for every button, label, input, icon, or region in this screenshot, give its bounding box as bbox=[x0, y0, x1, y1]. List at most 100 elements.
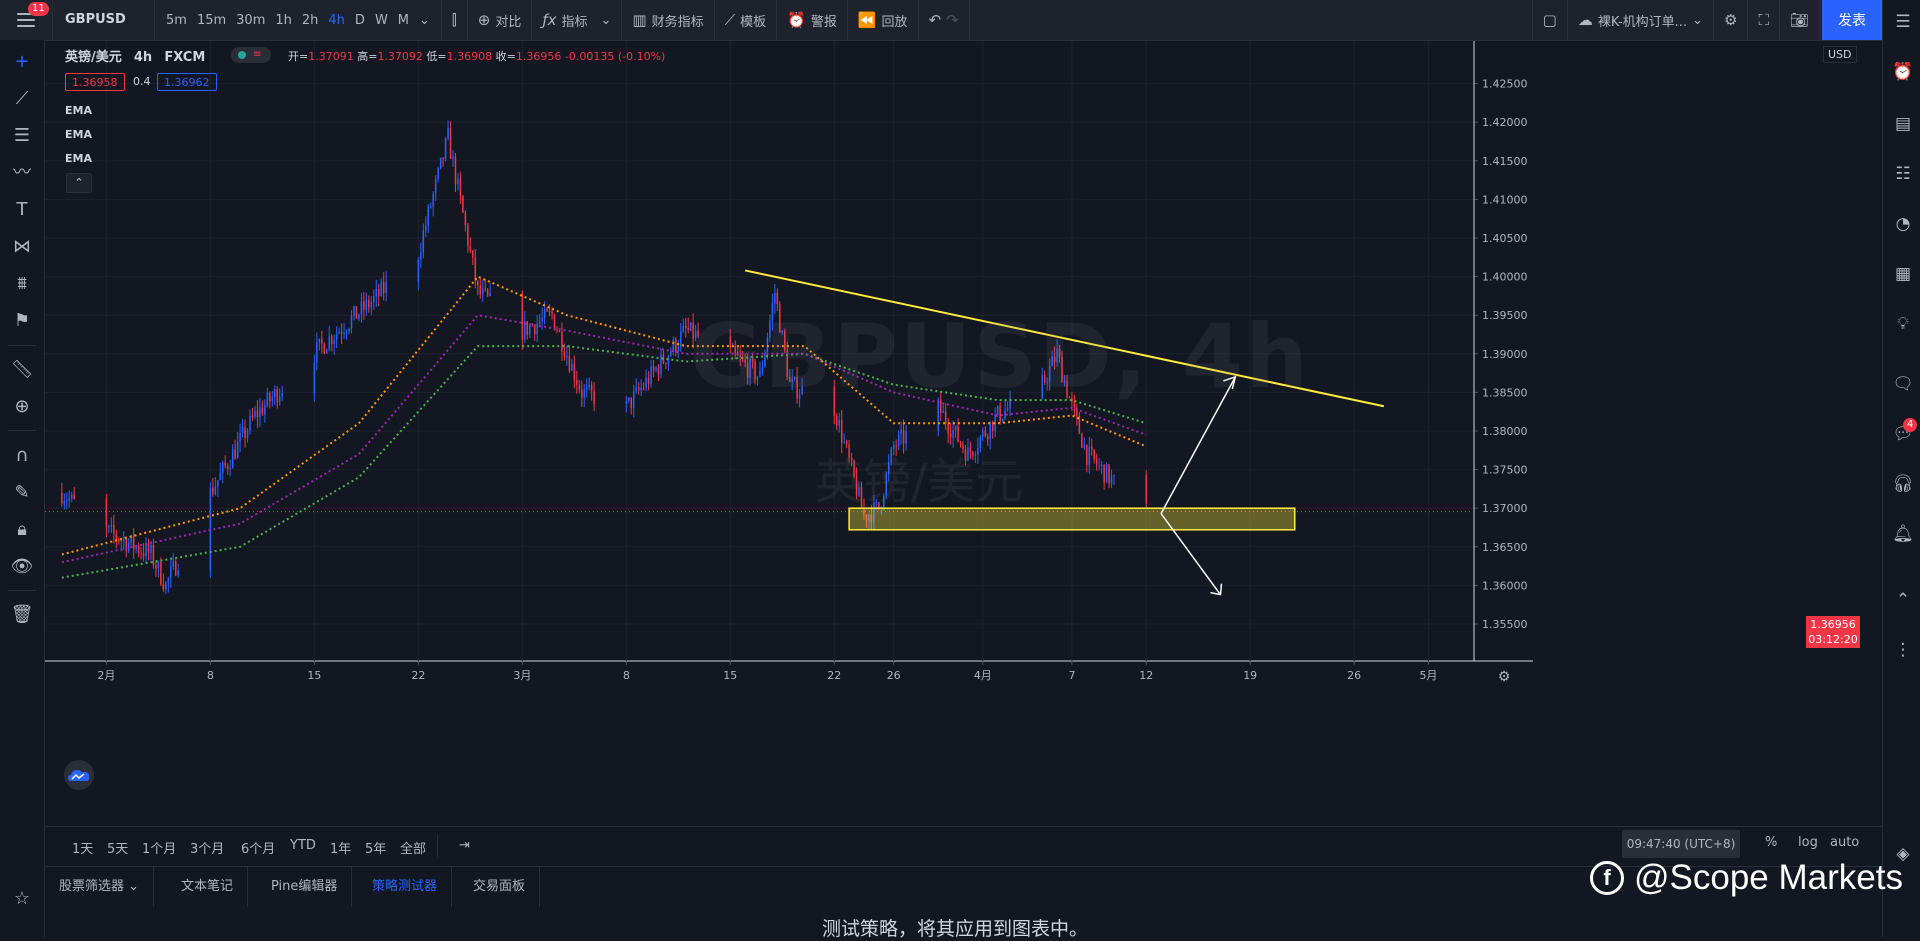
candle-body bbox=[870, 514, 873, 523]
chart-type-button[interactable]: ⫿ bbox=[442, 0, 468, 40]
interval-30m[interactable]: 30m bbox=[236, 12, 266, 28]
ema-study-label[interactable]: EMA bbox=[65, 152, 92, 165]
indicators-button[interactable]: ƒx 指标 ⌄ bbox=[532, 0, 623, 40]
flag-icon[interactable]: ⚑ bbox=[13, 310, 31, 331]
hotlist-icon[interactable]: ◔ bbox=[1895, 214, 1911, 234]
legend-collapse-button[interactable]: ⌃ bbox=[66, 173, 92, 193]
ema-study-label[interactable]: EMA bbox=[65, 104, 92, 117]
redo-icon[interactable]: ↷ bbox=[946, 11, 959, 29]
change-value: -0.00135 (-0.10%) bbox=[564, 50, 666, 63]
compare-button[interactable]: ⊕ 对比 bbox=[468, 0, 533, 40]
candle-body bbox=[692, 322, 694, 339]
market-status-toggle[interactable]: ≡ bbox=[231, 47, 271, 63]
timezone-clock[interactable]: 09:47:40 (UTC+8) bbox=[1622, 830, 1740, 858]
streams-icon[interactable]: 🎧︎ bbox=[1892, 474, 1914, 494]
tab-stock-screener[interactable]: 股票筛选器 ⌄ bbox=[45, 867, 155, 907]
candle-body bbox=[571, 363, 573, 371]
period-1d[interactable]: 1天 bbox=[72, 842, 94, 857]
candle-body bbox=[890, 448, 892, 463]
series-legend[interactable]: 英镑/美元 4h FXCM bbox=[65, 46, 205, 65]
main-menu-button[interactable]: 11 bbox=[0, 0, 53, 40]
candle-body bbox=[553, 314, 556, 330]
prediction-icon[interactable]: ⩩ bbox=[17, 273, 27, 294]
crosshair-icon[interactable]: + bbox=[14, 51, 30, 72]
interval-5m[interactable]: 5m bbox=[166, 12, 187, 28]
fullscreen-button[interactable]: ⛶ bbox=[1748, 0, 1780, 40]
lock-icon[interactable]: 🔒︎ bbox=[17, 519, 27, 540]
layout-select-button[interactable]: ▢ bbox=[1531, 0, 1568, 40]
tab-pine-editor[interactable]: Pine编辑器 bbox=[257, 867, 353, 907]
ideas-bulb-icon[interactable]: 💡︎ bbox=[1897, 314, 1909, 334]
news-icon[interactable]: ▤ bbox=[1894, 114, 1912, 134]
tab-text-notes[interactable]: 文本笔记 bbox=[167, 867, 249, 907]
replay-button[interactable]: ⏪ 回放 bbox=[848, 0, 919, 40]
calendar-icon[interactable]: ▦ bbox=[1894, 264, 1912, 284]
interval-15m[interactable]: 15m bbox=[196, 12, 227, 28]
layers-icon[interactable]: ◈ bbox=[1896, 844, 1910, 864]
interval-1h[interactable]: 1h bbox=[275, 12, 292, 28]
chat-icon[interactable]: 🗨︎ bbox=[1892, 374, 1914, 394]
chevron-down-icon[interactable]: ⌄ bbox=[419, 12, 430, 28]
settings-button[interactable]: ⚙ bbox=[1714, 0, 1749, 40]
pattern-icon[interactable]: 〰 bbox=[13, 162, 31, 183]
buy-price-button[interactable]: 1.36962 bbox=[157, 73, 217, 91]
templates-button[interactable]: ⟋ 模板 bbox=[715, 0, 778, 40]
horizontal-lines-icon[interactable]: ☰ bbox=[13, 125, 31, 146]
screenshot-button[interactable]: 📷︎ bbox=[1780, 0, 1820, 40]
period-all[interactable]: 全部 bbox=[400, 842, 427, 857]
auto-scale-toggle[interactable]: auto bbox=[1830, 835, 1860, 850]
trash-icon[interactable]: 🗑︎ bbox=[10, 604, 34, 625]
price-chart[interactable]: 1.42500 1.42000 1.41500 1.41000 1.40500 1.400… bbox=[45, 41, 1882, 832]
trend-line-icon[interactable]: ⟋ bbox=[15, 88, 29, 109]
financials-button[interactable]: ▥ 财务指标 bbox=[622, 0, 715, 40]
percent-scale-toggle[interactable]: % bbox=[1765, 835, 1778, 850]
chart-pane[interactable]: 1.42500 1.42000 1.41500 1.41000 1.40500 1.400… bbox=[45, 41, 1882, 832]
interval-d[interactable]: D bbox=[354, 12, 365, 28]
alarm-clock-icon[interactable]: ⏰ bbox=[1892, 62, 1914, 82]
fx-icon: ƒx bbox=[542, 11, 557, 29]
interval-w[interactable]: W bbox=[374, 12, 388, 28]
notifications-bell-icon[interactable]: 🔔︎ bbox=[1892, 524, 1914, 544]
goto-date-icon[interactable]: ⇥ bbox=[459, 838, 470, 853]
magnet-icon[interactable]: ∩ bbox=[15, 445, 29, 466]
interval-2h[interactable]: 2h bbox=[301, 12, 319, 28]
publish-button[interactable]: 发表 bbox=[1822, 0, 1882, 40]
tradingview-logo[interactable] bbox=[64, 760, 94, 790]
dom-icon[interactable]: ⋮ bbox=[1894, 640, 1912, 660]
price-tick-label: 1.42000 bbox=[1482, 116, 1528, 129]
log-scale-toggle[interactable]: log bbox=[1798, 835, 1818, 850]
watchlist-icon[interactable]: ☰ bbox=[1895, 12, 1911, 32]
currency-label[interactable]: USD bbox=[1823, 46, 1857, 63]
layout-name-button[interactable]: ☁ 裸K-机构订单... ⌄ bbox=[1568, 0, 1714, 40]
candle-body bbox=[142, 552, 145, 557]
period-5d[interactable]: 5天 bbox=[107, 842, 129, 857]
tab-strategy-tester[interactable]: 策略测试器 bbox=[358, 867, 453, 907]
interval-m[interactable]: M bbox=[397, 12, 410, 28]
period-6m[interactable]: 6个月 bbox=[241, 842, 276, 857]
symbol-search-button[interactable]: GBPUSD bbox=[53, 0, 155, 40]
undo-icon[interactable]: ↶ bbox=[928, 11, 942, 29]
period-1m[interactable]: 1个月 bbox=[142, 842, 177, 857]
sell-price-button[interactable]: 1.36958 bbox=[65, 73, 125, 91]
tab-trading-panel[interactable]: 交易面板 bbox=[459, 867, 541, 907]
axis-settings-gear-icon[interactable]: ⚙ bbox=[1498, 669, 1511, 685]
period-ytd[interactable]: YTD bbox=[290, 838, 316, 853]
interval-4h[interactable]: 4h bbox=[328, 12, 345, 28]
calendar-list-icon[interactable]: ☷ bbox=[1895, 164, 1911, 184]
period-1y[interactable]: 1年 bbox=[330, 842, 352, 857]
pitchfork-icon[interactable]: ⋈ bbox=[13, 236, 31, 257]
candle-body bbox=[793, 377, 796, 379]
candle-body bbox=[160, 561, 162, 585]
eye-icon[interactable]: 👁︎ bbox=[10, 556, 34, 577]
period-5y[interactable]: 5年 bbox=[365, 842, 387, 857]
ruler-icon[interactable]: 📏︎ bbox=[10, 359, 34, 380]
candle-body bbox=[543, 309, 546, 318]
pencil-lock-icon[interactable]: ✎ bbox=[14, 482, 30, 503]
trading-panel-icon[interactable]: ⌃ bbox=[1895, 590, 1911, 610]
period-3m[interactable]: 3个月 bbox=[190, 842, 225, 857]
ema-study-label[interactable]: EMA bbox=[65, 128, 92, 141]
star-icon[interactable]: ☆ bbox=[13, 888, 31, 909]
text-tool-icon[interactable]: T bbox=[16, 199, 28, 220]
zoom-in-icon[interactable]: ⊕ bbox=[14, 396, 30, 417]
alert-button[interactable]: ⏰ 警报 bbox=[777, 0, 848, 40]
